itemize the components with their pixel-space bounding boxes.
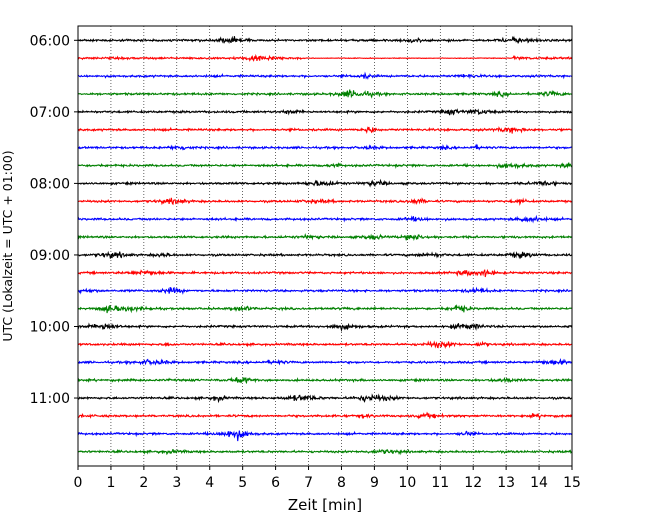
- seismogram-trace: [77, 178, 573, 188]
- x-tick-label: 2: [139, 475, 148, 491]
- x-tick-label: 1: [106, 475, 115, 491]
- x-tick-label: 8: [337, 475, 346, 491]
- seismogram-trace: [77, 197, 573, 206]
- seismogram-trace: [77, 376, 573, 385]
- seismogram-traces: [77, 35, 573, 456]
- y-tick-label: 11:00: [30, 391, 70, 407]
- plot-frame: [77, 25, 573, 467]
- y-tick-label: 08:00: [30, 176, 70, 192]
- x-tick-label: 9: [370, 475, 379, 491]
- x-tick-label: 0: [74, 475, 83, 491]
- seismogram-trace: [77, 126, 573, 134]
- seismogram-trace: [77, 448, 573, 456]
- y-tick-label: 09:00: [30, 248, 70, 264]
- seismogram-trace: [77, 35, 573, 44]
- y-tick-label: 10:00: [30, 319, 70, 335]
- x-tick-label: 7: [304, 475, 313, 491]
- seismogram-trace: [77, 268, 573, 278]
- y-tick-label: 07:00: [30, 105, 70, 121]
- x-tick-label: 12: [464, 475, 482, 491]
- x-tick-label: 13: [497, 475, 515, 491]
- x-tick-label: 3: [172, 475, 181, 491]
- seismogram-trace: [77, 53, 573, 62]
- seismogram-trace: [77, 286, 573, 295]
- seismogram-trace: [77, 322, 573, 333]
- x-tick-label: 5: [238, 475, 247, 491]
- seismogram-trace: [77, 232, 573, 242]
- x-tick-label: 6: [271, 475, 280, 491]
- y-axis-ticks: 06:00 07:00 08:00 09:00 10:00 11:00: [30, 33, 78, 407]
- x-gridlines: [110, 26, 540, 466]
- seismogram-trace: [77, 108, 573, 116]
- seismogram-trace: [77, 393, 573, 404]
- x-tick-label: 14: [530, 475, 548, 491]
- seismogram-trace: [77, 411, 573, 421]
- x-axis-ticks: 0 1 2 3 4 5 6 7 8 9 10 11 12 13 14 15: [74, 466, 581, 491]
- seismogram-trace: [77, 143, 573, 151]
- seismogram-trace: [77, 430, 573, 442]
- seismogram-trace: [77, 162, 573, 170]
- y-tick-label: 06:00: [30, 33, 70, 49]
- seismogram-trace: [77, 71, 573, 80]
- x-tick-label: 15: [563, 475, 581, 491]
- seismogram-trace: [77, 357, 573, 367]
- seismogram-trace: [77, 89, 573, 99]
- x-tick-label: 4: [205, 475, 214, 491]
- y-axis-label: UTC (Lokalzeit = UTC + 01:00): [0, 150, 15, 341]
- x-axis-label: Zeit [min]: [288, 496, 362, 514]
- seismogram-trace: [77, 250, 573, 260]
- seismogram-trace: [77, 340, 573, 349]
- seismogram-trace: [77, 214, 573, 224]
- x-tick-label: 10: [398, 475, 416, 491]
- seismogram-trace: [77, 304, 573, 314]
- x-tick-label: 11: [431, 475, 449, 491]
